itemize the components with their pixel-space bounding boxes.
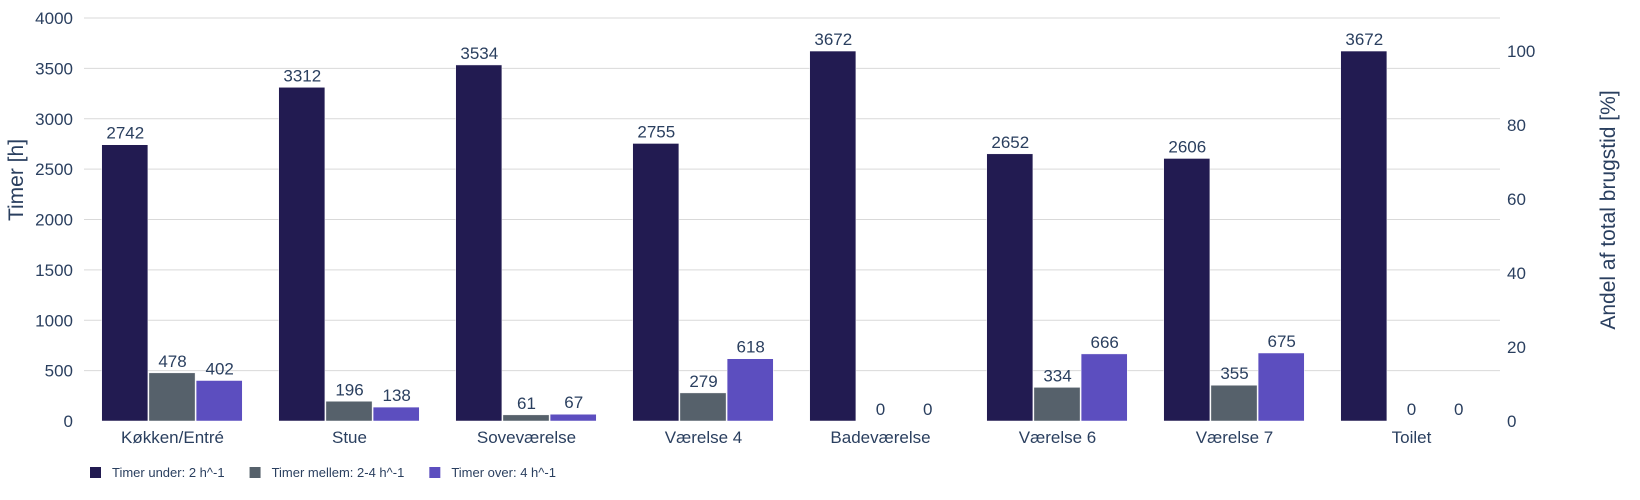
bar — [1163, 158, 1211, 422]
bar — [986, 153, 1034, 422]
bar-value-label: 67 — [564, 393, 583, 412]
bar-value-label: 2606 — [1168, 137, 1206, 156]
bar — [101, 144, 149, 422]
y2-tick-label: 20 — [1507, 338, 1526, 357]
bar — [455, 64, 503, 422]
bar-value-label: 61 — [517, 394, 536, 413]
y2-tick-label: 40 — [1507, 264, 1526, 283]
y-tick-label: 0 — [64, 412, 73, 431]
bar-value-label: 618 — [737, 338, 765, 357]
y-tick-label: 1000 — [35, 311, 73, 330]
bar — [148, 372, 196, 422]
bar-value-label: 2742 — [106, 124, 144, 143]
bar-value-label: 478 — [158, 352, 186, 371]
bar — [195, 380, 243, 422]
legend-item-label: Timer mellem: 2-4 h^-1 — [272, 465, 405, 480]
bar-value-label: 675 — [1268, 332, 1296, 351]
legend-swatch — [249, 467, 261, 478]
bar-value-label: 2652 — [991, 133, 1029, 152]
y2-tick-label: 60 — [1507, 190, 1526, 209]
x-axis: Køkken/Entré Stue Soveværelse Værelse 4 Bade… — [121, 428, 1432, 447]
bar-value-label: 279 — [689, 372, 717, 391]
x-tick-label: Værelse 4 — [665, 428, 742, 447]
bar — [502, 414, 550, 422]
y2-tick-label: 80 — [1507, 116, 1526, 135]
y2-tick-label: 100 — [1507, 42, 1535, 61]
bar — [1080, 353, 1128, 422]
y-tick-label: 4000 — [35, 9, 73, 28]
bar — [325, 401, 373, 422]
bar — [1257, 352, 1305, 422]
bar-value-label: 0 — [1407, 400, 1416, 419]
y-axis-left: 0 500 1000 1500 2000 2500 3000 3500 4000 — [35, 9, 73, 431]
x-tick-label: Toilet — [1392, 428, 1432, 447]
y-axis-title: Timer [h] — [5, 139, 28, 221]
bar-value-label: 3672 — [814, 30, 852, 49]
y2-axis-title: Andel af total brugstid [%] — [1597, 90, 1620, 329]
y-axis-right: 0 20 40 60 80 100 — [1507, 42, 1535, 431]
y-tick-label: 2000 — [35, 211, 73, 230]
bar — [809, 50, 857, 422]
bar-value-label: 138 — [383, 386, 411, 405]
legend-item-label: Timer under: 2 h^-1 — [112, 465, 225, 480]
bar-value-label: 355 — [1220, 364, 1248, 383]
bar-value-label: 3672 — [1345, 30, 1383, 49]
bar-value-label: 402 — [206, 359, 234, 378]
y-tick-label: 1500 — [35, 261, 73, 280]
bar — [372, 406, 420, 422]
bar — [632, 143, 680, 422]
bar-value-label: 0 — [923, 400, 932, 419]
x-tick-label: Køkken/Entré — [121, 428, 224, 447]
y-tick-label: 2500 — [35, 160, 73, 179]
bar — [278, 87, 326, 422]
x-tick-label: Badeværelse — [830, 428, 930, 447]
legend: Timer under: 2 h^-1 Timer mellem: 2-4 h^-… — [90, 465, 556, 480]
bar — [1033, 387, 1081, 422]
bar-value-label: 0 — [1454, 400, 1463, 419]
y2-tick-label: 0 — [1507, 412, 1516, 431]
bars — [101, 50, 1388, 422]
bar — [1340, 50, 1388, 422]
bar — [549, 413, 597, 422]
x-tick-label: Soveværelse — [477, 428, 576, 447]
bar-value-label: 3534 — [460, 44, 498, 63]
x-tick-label: Stue — [332, 428, 367, 447]
bar — [726, 358, 774, 422]
bar-value-label: 3312 — [283, 66, 321, 85]
bar-labels: 2742 478 402 3312 196 138 3534 61 67 2755 279 618 36… — [106, 30, 1463, 419]
y-tick-label: 3000 — [35, 110, 73, 129]
x-tick-label: Værelse 6 — [1019, 428, 1096, 447]
bar — [679, 392, 727, 422]
bar-value-label: 666 — [1091, 333, 1119, 352]
bar-value-label: 196 — [335, 380, 363, 399]
legend-swatch — [90, 467, 101, 478]
bar — [1210, 384, 1258, 422]
y-tick-label: 500 — [45, 362, 73, 381]
bar-value-label: 0 — [876, 400, 885, 419]
legend-item-label: Timer over: 4 h^-1 — [451, 465, 556, 480]
y-tick-label: 3500 — [35, 59, 73, 78]
legend-swatch — [429, 467, 441, 478]
bar-value-label: 334 — [1043, 366, 1071, 385]
bar-value-label: 2755 — [637, 122, 675, 141]
x-tick-label: Værelse 7 — [1196, 428, 1273, 447]
